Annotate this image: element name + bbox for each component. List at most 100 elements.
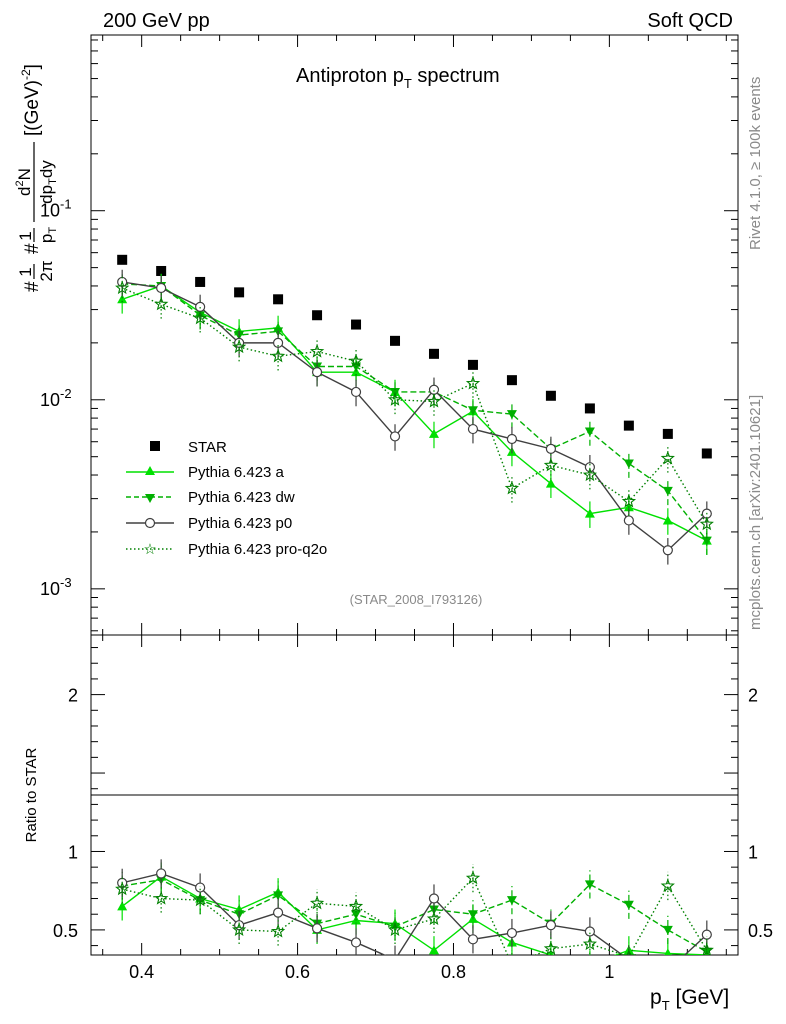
data-point	[584, 462, 595, 473]
data-point	[699, 516, 714, 531]
ratio-point	[428, 893, 440, 904]
ratio-point	[467, 910, 478, 920]
data-point	[584, 427, 595, 437]
star-data-point	[195, 276, 206, 287]
data-point	[467, 423, 479, 435]
ratio-point	[154, 891, 169, 905]
x-tick-label: 0.8	[441, 962, 466, 982]
data-point	[231, 339, 247, 354]
svg-text:[(GeV)-2]: [(GeV)-2]	[19, 64, 43, 136]
data-point	[662, 486, 673, 496]
legend-marker-proq2o: ☆	[143, 540, 156, 558]
ratio-tick-label-right: 0.5	[748, 921, 773, 941]
ratio-series-4	[115, 864, 714, 969]
data-point	[350, 386, 362, 398]
data-point	[156, 282, 167, 294]
ratio-point	[545, 920, 557, 931]
ratio-point	[426, 911, 442, 926]
star-data-point	[701, 448, 712, 459]
data-point	[662, 515, 673, 525]
data-point	[584, 508, 595, 518]
star-data-point	[662, 428, 673, 439]
legend-label-star: STAR	[188, 439, 227, 456]
legend-marker-p0	[144, 517, 156, 529]
ratio-line	[122, 872, 708, 955]
star-data-point	[467, 359, 478, 370]
data-point	[623, 459, 634, 469]
header-right: Soft QCD	[647, 10, 733, 32]
data-point	[701, 536, 712, 546]
ratio-tick-label-right: 2	[748, 686, 758, 706]
ratio-tick-label-right: 1	[748, 842, 758, 862]
data-point	[506, 433, 518, 445]
ratio-point	[543, 941, 559, 955]
ratio-point	[662, 925, 673, 935]
legend: STAR Pythia 6.423 a Pythia 6.423 dw Pyth…	[126, 439, 327, 558]
ratio-point	[387, 922, 403, 937]
legend-marker-a	[145, 466, 155, 475]
ratio-point	[273, 891, 284, 901]
ratio-point	[231, 922, 247, 937]
data-point	[389, 431, 401, 442]
x-axis-label: pT [GeV]	[650, 986, 729, 1013]
data-point	[467, 406, 478, 416]
series-0	[117, 254, 712, 459]
data-point	[543, 457, 558, 472]
svg-text:d2N: d2N	[14, 168, 34, 196]
ratio-series-1	[117, 862, 710, 955]
ratio-y-label: Ratio to STAR	[23, 747, 40, 842]
ratio-point	[467, 934, 479, 945]
ratio-point	[584, 880, 595, 890]
rivet-label: Rivet 4.1.0, ≥ 100k events	[747, 77, 764, 250]
legend-label-p0: Pythia 6.423 p0	[188, 515, 292, 532]
ratio-point	[626, 954, 631, 955]
data-point	[272, 337, 284, 348]
ratio-point	[195, 882, 206, 893]
ratio-point	[350, 937, 362, 948]
ratio-point	[621, 949, 637, 955]
data-point	[154, 296, 169, 311]
data-point	[623, 515, 634, 526]
data-point	[387, 392, 403, 406]
data-point	[309, 344, 325, 358]
data-point	[428, 384, 440, 395]
ratio-tick-label: 0.5	[53, 921, 78, 941]
ratio-line	[121, 875, 707, 955]
data-point	[426, 393, 442, 408]
ratio-point	[701, 929, 712, 940]
data-marks	[115, 254, 714, 969]
data-point	[545, 478, 556, 488]
x-tick-label: 0.4	[129, 962, 154, 982]
star-data-point	[234, 287, 245, 298]
series-line	[121, 287, 708, 525]
ratio-point	[428, 945, 439, 955]
ratio-point	[699, 942, 714, 955]
star-data-point	[584, 403, 595, 414]
ratio-point	[272, 907, 284, 918]
data-point	[545, 443, 557, 454]
x-tick-label: 1	[604, 962, 614, 982]
star-data-point	[623, 420, 634, 431]
ratio-tick-label: 2	[68, 686, 78, 706]
data-point	[270, 348, 286, 363]
mcplots-label: mcplots.cern.ch [arXiv:2401.10621]	[747, 395, 764, 630]
ratio-point	[506, 958, 517, 969]
star-data-point	[545, 390, 556, 401]
series-4	[115, 275, 714, 539]
star-data-point	[506, 375, 517, 386]
svg-text:1: 1	[16, 267, 35, 276]
svg-text:#: #	[22, 281, 43, 292]
svg-text:#: #	[22, 243, 43, 254]
analysis-watermark: (STAR_2008_I793126)	[350, 592, 483, 607]
y-tick-label: 10-3	[40, 575, 72, 599]
ratio-point	[623, 900, 634, 910]
legend-label-dw: Pythia 6.423 dw	[188, 489, 295, 506]
star-data-point	[273, 294, 284, 305]
ratio-point	[270, 923, 286, 938]
ratio-point	[393, 954, 397, 955]
ratio-point	[660, 878, 675, 893]
legend-marker-star	[150, 441, 160, 451]
data-point	[582, 467, 598, 482]
svg-text:2π: 2π	[37, 260, 56, 281]
